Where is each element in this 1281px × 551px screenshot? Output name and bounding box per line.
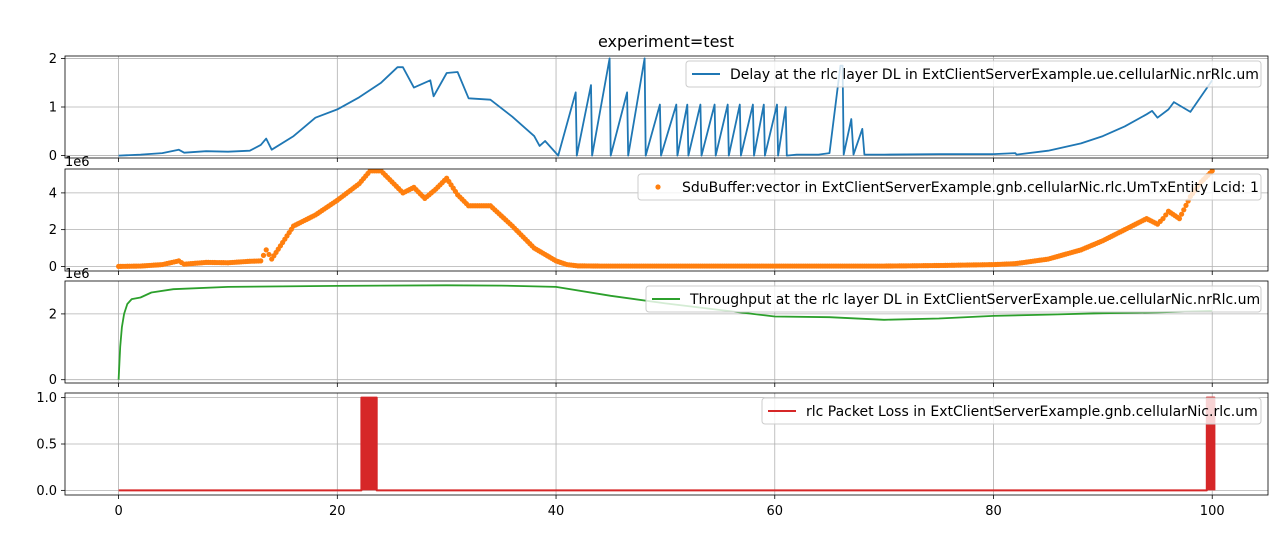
legend-label: rlc Packet Loss in ExtClientServerExampl… (806, 404, 1258, 420)
y-tick-label: 4 (49, 186, 57, 201)
figure-title: experiment=test (598, 32, 734, 51)
subplot-4: 0.0 0.5 1.0 rlc Packet Loss in ExtClientSer… (36, 391, 1269, 499)
data-point (1163, 212, 1169, 218)
plot-area (118, 57, 1213, 157)
legend-label: Throughput at the rlc layer DL in ExtCli… (689, 292, 1260, 308)
x-tick-label: 20 (329, 504, 346, 519)
subplot-3: 0 2 1e6 Throughput at the rlc layer DL in E… (49, 267, 1269, 388)
data-point (1209, 169, 1215, 174)
subplot-1: 0 1 2 Delay at the rlc layer DL in ExtClien… (49, 52, 1269, 164)
y-tick-label: 0.0 (36, 484, 57, 499)
legend-label: Delay at the rlc layer DL in ExtClientSe… (730, 67, 1259, 83)
axes-frame (64, 280, 1269, 384)
y-tick-label: 0 (49, 373, 57, 388)
x-tick-label: 80 (985, 504, 1002, 519)
y-tick-label: 0 (49, 260, 57, 275)
legend-box (685, 60, 1262, 88)
subplot-2: 0 2 4 1e6 SduBuffer:vector in ExtClientServe… (49, 155, 1269, 275)
axes-frame (64, 392, 1269, 496)
y-tick-label: 1.0 (36, 391, 57, 406)
legend-box (761, 397, 1262, 425)
data-point (260, 252, 267, 258)
series-line (118, 57, 1213, 157)
series-line (117, 284, 1213, 380)
legend-marker (655, 184, 661, 190)
y-tick-label: 2 (49, 223, 57, 238)
data-point (1179, 211, 1185, 217)
data-point (1176, 216, 1183, 222)
y-offset-text: 1e6 (65, 267, 90, 282)
y-tick-label: 2 (49, 52, 57, 67)
legend-box (645, 285, 1262, 313)
legend: Delay at the rlc layer DL in ExtClientSe… (685, 60, 1262, 88)
x-tick-label: 40 (548, 504, 565, 519)
legend: Throughput at the rlc layer DL in ExtCli… (645, 285, 1262, 313)
series-points (115, 169, 1215, 270)
data-point (263, 247, 269, 253)
x-tick-label: 100 (1200, 504, 1225, 519)
plot-area (117, 284, 1213, 380)
data-point (266, 251, 272, 258)
loss-spike (1206, 397, 1215, 491)
legend: SduBuffer:vector in ExtClientServerExamp… (637, 173, 1262, 201)
data-point (1181, 207, 1187, 213)
y-offset-text: 1e6 (65, 155, 90, 170)
y-tick-label: 0 (49, 149, 57, 164)
loss-spike (361, 397, 377, 491)
plot-area (115, 169, 1215, 270)
y-tick-label: 1 (49, 101, 57, 116)
shared-x-axis: 0 20 40 60 80 100 (114, 504, 1224, 519)
legend-box (637, 173, 1262, 201)
y-tick-label: 0.5 (36, 438, 57, 453)
x-tick-label: 0 (114, 504, 122, 519)
y-tick-label: 2 (49, 307, 57, 322)
x-tick-label: 60 (766, 504, 783, 519)
data-point (1160, 216, 1166, 222)
legend: rlc Packet Loss in ExtClientServerExampl… (761, 397, 1262, 425)
legend-label: SduBuffer:vector in ExtClientServerExamp… (682, 180, 1259, 196)
axes-frame (64, 55, 1269, 159)
axes-frame (64, 168, 1269, 272)
data-point (1183, 202, 1189, 208)
data-point (258, 258, 264, 264)
